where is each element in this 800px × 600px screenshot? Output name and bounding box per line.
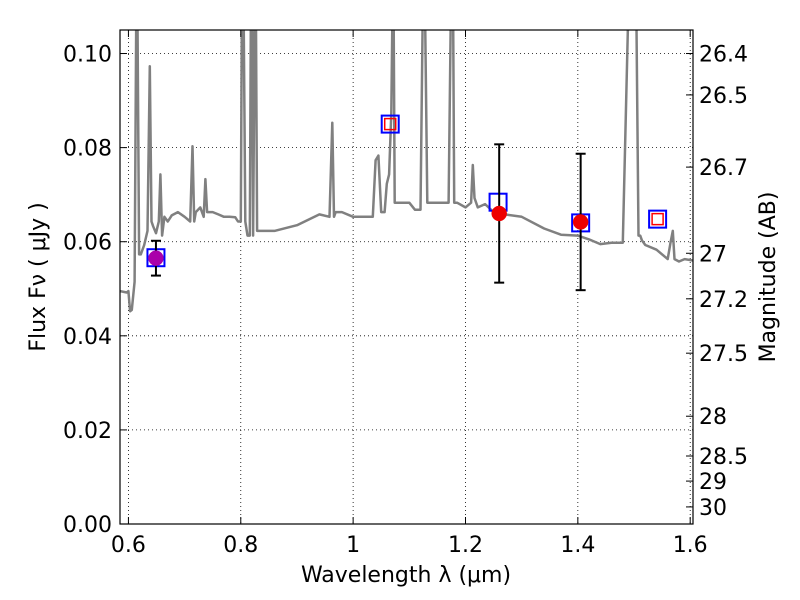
mag-tick-label: 26.5 — [699, 84, 748, 109]
x-tick-label: 0.6 — [111, 533, 146, 558]
x-tick-label: 1.6 — [673, 533, 708, 558]
observed-flux-point — [491, 205, 507, 222]
y-tick-label: 0.04 — [63, 325, 112, 350]
y-axis-left: 0.00 0.02 0.04 0.06 0.08 0.10 — [63, 43, 127, 538]
y-tick-label: 0.02 — [63, 419, 112, 444]
x-tick-label: 0.8 — [223, 533, 258, 558]
mag-tick-label: 26.4 — [699, 43, 748, 68]
x-tick-label: 1.4 — [560, 533, 595, 558]
model-flux-marker — [380, 114, 400, 134]
model-flux-marker — [648, 209, 668, 229]
mag-tick-label: 26.7 — [699, 156, 748, 181]
model-flux-inner-marker — [383, 117, 397, 131]
mag-tick-label: 30 — [699, 496, 727, 521]
mag-tick-label: 27 — [699, 242, 727, 267]
y-axis-right-label: Magnitude (AB) — [756, 192, 781, 363]
x-tick-label: 1 — [346, 533, 360, 558]
x-axis-label: Wavelength λ (μm) — [301, 563, 511, 588]
x-tick-label: 1.2 — [448, 533, 483, 558]
data-markers — [146, 114, 668, 292]
y-tick-label: 0.10 — [63, 43, 112, 68]
y-tick-label: 0.06 — [63, 231, 112, 256]
observed-flux-point — [148, 250, 164, 266]
model-flux-inner-marker — [651, 212, 664, 226]
y-tick-label: 0.08 — [63, 137, 112, 162]
observed-flux-point — [572, 214, 589, 230]
mag-tick-label: 29 — [699, 470, 727, 495]
mag-tick-label: 28 — [699, 405, 727, 430]
model-spectrum-line — [120, 30, 693, 313]
x-axis: 0.6 0.8 1 1.2 1.4 1.6 — [111, 30, 708, 558]
mag-tick-label: 27.5 — [699, 342, 748, 367]
y-tick-label: 0.00 — [63, 513, 112, 538]
mag-tick-label: 27.2 — [699, 288, 748, 313]
plot-frame — [119, 29, 694, 525]
mag-tick-label: 28.5 — [699, 445, 748, 470]
y-axis-label: Flux Fν ( μJy ) — [26, 202, 51, 351]
